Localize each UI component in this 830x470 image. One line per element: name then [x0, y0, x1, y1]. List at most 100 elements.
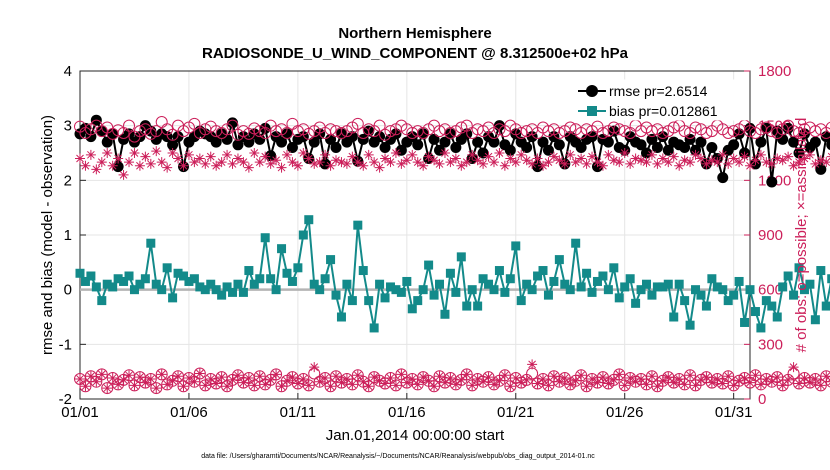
bias-point	[331, 290, 341, 300]
chart-title: Northern Hemisphere	[338, 25, 491, 42]
x-tick-label: 01/01	[61, 404, 99, 421]
bias-point	[696, 290, 706, 300]
left-tick-label: 4	[64, 63, 72, 80]
assimilated-obs-point	[570, 157, 581, 168]
possible-obs-point	[302, 127, 315, 140]
left-tick-label: 3	[64, 118, 72, 135]
bias-point	[603, 285, 613, 295]
assimilated-obs-point	[314, 376, 325, 387]
possible-obs-point	[112, 124, 125, 137]
assimilated-obs-point	[189, 157, 200, 168]
bias-point	[244, 266, 254, 276]
possible-obs-point	[700, 126, 713, 139]
rmse-point	[357, 133, 369, 145]
rmse-point	[788, 136, 800, 148]
rmse-point	[651, 142, 663, 154]
bias-point	[783, 271, 793, 281]
possible-obs-point	[667, 121, 680, 134]
assimilated-obs-point	[200, 158, 211, 169]
possible-obs-point	[613, 368, 626, 381]
assimilated-obs-point	[630, 376, 641, 387]
bias-point	[794, 263, 804, 273]
rmse-point	[450, 142, 462, 154]
bias-point	[200, 285, 210, 295]
rmse-point	[439, 136, 451, 148]
assimilated-obs-point	[587, 151, 598, 162]
assimilated-obs-point	[173, 153, 184, 164]
assimilated-obs-point	[369, 157, 380, 168]
assimilated-obs-point	[380, 153, 391, 164]
assimilated-obs-point	[641, 379, 652, 390]
assimilated-obs-point	[461, 157, 472, 168]
assimilated-obs-point	[510, 373, 521, 384]
assimilated-obs-point	[532, 153, 543, 164]
possible-obs-point	[444, 126, 457, 139]
assimilated-obs-point	[423, 151, 434, 162]
assimilated-obs-point	[287, 372, 298, 383]
assimilated-obs-point	[652, 381, 663, 392]
assimilated-obs-point	[516, 149, 527, 160]
assimilated-obs-point	[712, 157, 723, 168]
rmse-point	[646, 133, 658, 145]
bias-point	[516, 296, 526, 306]
assimilated-obs-point	[521, 374, 532, 385]
bias-point	[680, 296, 690, 306]
bias-point	[440, 309, 450, 319]
assimilated-obs-point	[222, 149, 233, 160]
legend-bias-label: bias pr=0.012861	[609, 103, 718, 119]
assimilated-obs-point	[281, 149, 292, 160]
rmse-point	[276, 136, 288, 148]
bias-point	[723, 296, 733, 306]
assimilated-obs-point	[390, 148, 401, 158]
possible-obs-point	[384, 125, 397, 138]
assimilated-obs-point	[788, 160, 799, 171]
assimilated-obs-point	[189, 376, 200, 387]
footer-data-file: data file: /Users/gharamti/Documents/NCA…	[201, 453, 595, 460]
bias-point	[505, 274, 515, 284]
bias-point	[625, 274, 635, 284]
possible-obs-point	[389, 379, 402, 392]
bias-point	[456, 252, 466, 262]
assimilated-obs-point	[783, 151, 794, 162]
possible-obs-point	[607, 121, 620, 134]
assimilated-obs-point	[543, 157, 554, 168]
rmse-point	[728, 139, 740, 151]
assimilated-obs-point	[810, 373, 821, 384]
assimilated-obs-point	[788, 362, 799, 373]
assimilated-obs-point	[510, 157, 521, 168]
bias-point	[326, 255, 336, 265]
rmse-point	[254, 133, 266, 145]
assimilated-obs-point	[205, 373, 216, 384]
bias-point	[293, 263, 303, 273]
legend-box	[571, 79, 747, 121]
possible-obs-point	[150, 382, 163, 395]
rmse-point	[635, 139, 647, 151]
assimilated-obs-point	[695, 153, 706, 164]
bias-point	[582, 268, 592, 278]
assimilated-obs-point	[505, 381, 516, 392]
rmse-point	[679, 142, 691, 154]
assimilated-obs-point	[821, 157, 830, 168]
assimilated-obs-point	[167, 148, 178, 158]
rmse-point	[575, 142, 587, 154]
bias-point	[614, 293, 624, 303]
bias-point	[309, 279, 319, 289]
assimilated-obs-point	[374, 375, 385, 386]
assimilated-obs-point	[804, 149, 815, 160]
chart-subtitle: RADIOSONDE_U_WIND_COMPONENT @ 8.312500e+…	[202, 45, 629, 62]
assimilated-obs-point	[129, 380, 140, 391]
assimilated-obs-point	[145, 373, 156, 384]
assimilated-obs-point	[505, 153, 516, 164]
bias-point	[124, 271, 134, 281]
assimilated-obs-point	[96, 157, 107, 168]
bias-point	[336, 312, 346, 322]
bias-point	[255, 274, 265, 284]
bias-point	[129, 285, 139, 295]
assimilated-obs-point	[292, 378, 303, 389]
assimilated-obs-point	[804, 377, 815, 388]
assimilated-obs-point	[358, 376, 369, 387]
rmse-point	[221, 133, 233, 145]
assimilated-obs-point	[472, 155, 483, 166]
possible-obs-point	[825, 121, 830, 134]
assimilated-obs-point	[668, 377, 679, 388]
